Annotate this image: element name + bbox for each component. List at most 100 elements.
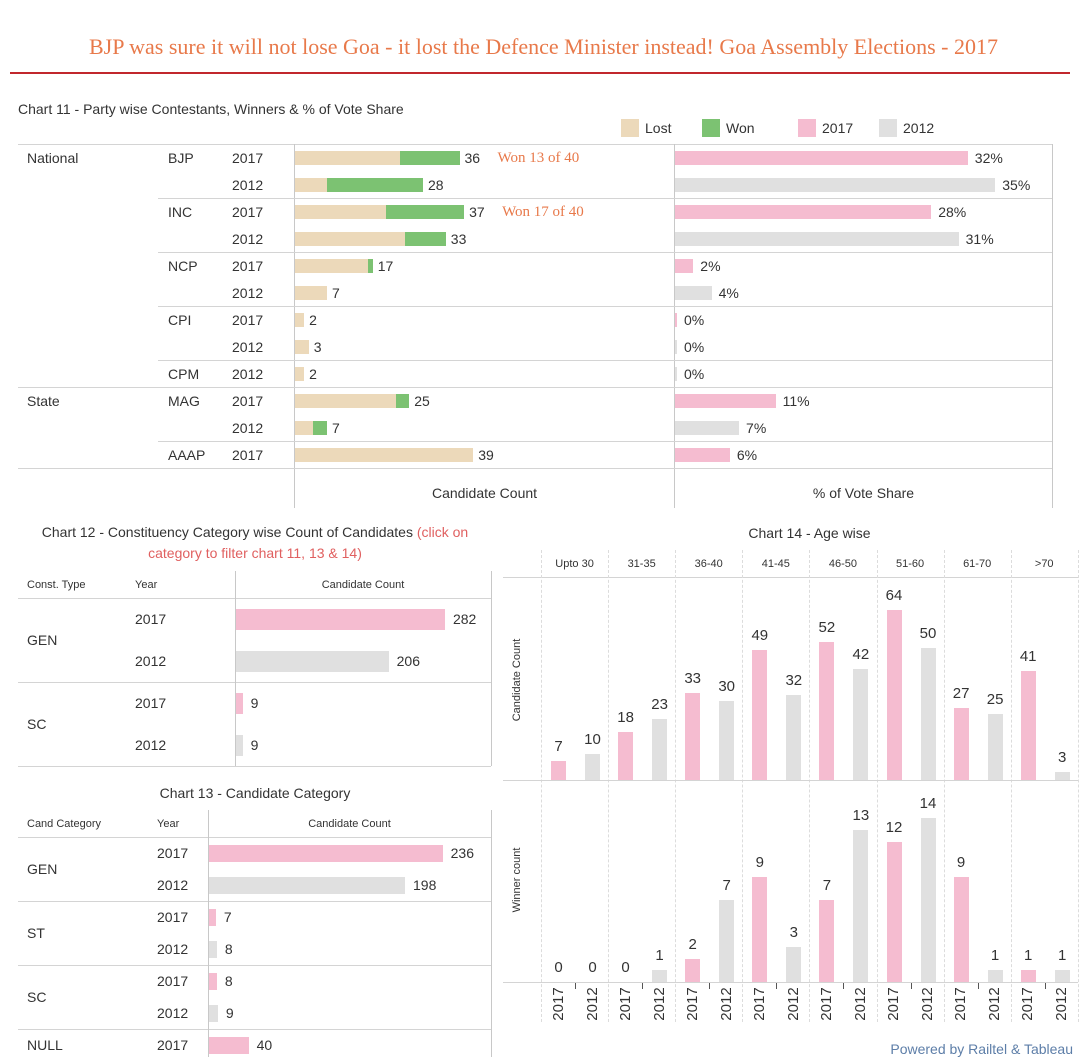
- bar-2012[interactable]: [652, 970, 668, 982]
- category-label[interactable]: SC: [27, 989, 47, 1005]
- vote-share-bar[interactable]: [675, 393, 776, 408]
- bar-2017[interactable]: [551, 761, 566, 780]
- vote-share-bar[interactable]: [675, 258, 694, 273]
- age-group-header[interactable]: Upto 30: [555, 558, 594, 570]
- vote-share-bar[interactable]: [675, 312, 677, 327]
- bar-2012[interactable]: [719, 900, 735, 982]
- bar-2017[interactable]: [886, 610, 902, 780]
- bar-2017[interactable]: [618, 732, 634, 780]
- bar-2012[interactable]: [1054, 772, 1070, 780]
- bar-2017[interactable]: [819, 900, 835, 982]
- bar-2017[interactable]: [752, 876, 768, 982]
- won-bar[interactable]: [326, 177, 423, 192]
- won-bar[interactable]: [368, 258, 373, 273]
- candidate-count-bar[interactable]: [209, 972, 217, 990]
- category-label[interactable]: GEN: [27, 632, 58, 648]
- value-label: 27: [952, 685, 970, 703]
- bar-2017[interactable]: [953, 876, 969, 982]
- won-bar[interactable]: [386, 204, 465, 219]
- bar-2012[interactable]: [719, 700, 735, 780]
- age-group-header[interactable]: 46-50: [828, 558, 857, 570]
- lost-bar[interactable]: [295, 447, 474, 462]
- candidate-count-bar[interactable]: [209, 844, 443, 862]
- category-label[interactable]: NULL: [27, 1037, 63, 1053]
- bar-2012[interactable]: [1054, 970, 1070, 982]
- lost-bar[interactable]: [295, 366, 305, 381]
- bar-2017[interactable]: [1020, 970, 1036, 982]
- bar-2012[interactable]: [987, 970, 1003, 982]
- lost-bar[interactable]: [295, 339, 309, 354]
- candidate-count-bar[interactable]: [236, 608, 445, 630]
- lost-bar[interactable]: [295, 312, 305, 327]
- bar-2017[interactable]: [819, 642, 835, 780]
- bar-2012[interactable]: [920, 818, 936, 982]
- bar-2012[interactable]: [786, 695, 802, 780]
- lost-bar[interactable]: [295, 285, 327, 300]
- legend-label-2012[interactable]: 2012: [903, 120, 935, 136]
- legend-label-2017[interactable]: 2017: [822, 120, 854, 136]
- candidate-count-label: 206: [396, 653, 420, 669]
- age-group-header[interactable]: 36-40: [694, 558, 723, 570]
- vote-share-bar[interactable]: [675, 285, 712, 300]
- legend-swatch-lost: [621, 119, 639, 137]
- age-group-header[interactable]: 41-45: [761, 558, 790, 570]
- candidate-count-bar[interactable]: [209, 940, 217, 958]
- category-label[interactable]: SC: [27, 716, 47, 732]
- lost-bar[interactable]: [295, 177, 327, 192]
- bar-2017[interactable]: [886, 841, 902, 982]
- lost-bar[interactable]: [295, 150, 401, 165]
- header-separator: [18, 598, 491, 599]
- lost-bar[interactable]: [295, 204, 387, 219]
- lost-bar[interactable]: [295, 258, 369, 273]
- candidate-count-bar[interactable]: [236, 734, 243, 756]
- bar-2012[interactable]: [652, 719, 668, 780]
- vote-share-bar[interactable]: [675, 150, 968, 165]
- age-group-header[interactable]: 51-60: [895, 558, 925, 570]
- lost-bar[interactable]: [295, 231, 405, 246]
- vote-share-bar[interactable]: [675, 177, 996, 192]
- legend-label-lost[interactable]: Lost: [645, 120, 672, 136]
- lost-bar[interactable]: [295, 420, 314, 435]
- bar-2012[interactable]: [920, 647, 936, 780]
- bar-2012[interactable]: [853, 668, 869, 780]
- candidate-count-bar[interactable]: [209, 908, 216, 926]
- vote-share-bar[interactable]: [675, 420, 740, 435]
- candidate-count-bar[interactable]: [236, 692, 243, 714]
- won-bar[interactable]: [313, 420, 327, 435]
- won-bar[interactable]: [395, 393, 410, 408]
- bar-2017[interactable]: [752, 650, 768, 780]
- bar-2017[interactable]: [685, 958, 701, 982]
- vote-share-bar[interactable]: [675, 366, 677, 381]
- x-axis-year-label: 2012: [1053, 987, 1071, 1021]
- bar-2012[interactable]: [786, 946, 802, 982]
- powered-by-label[interactable]: Powered by Railtel & Tableau: [890, 1041, 1073, 1057]
- vote-share-bar[interactable]: [675, 447, 730, 462]
- bar-2017[interactable]: [685, 692, 701, 780]
- column-divider: [208, 810, 209, 1057]
- lost-bar[interactable]: [295, 393, 396, 408]
- candidate-count-bar[interactable]: [209, 1036, 249, 1054]
- candidate-count-bar[interactable]: [209, 1004, 218, 1022]
- age-group-header[interactable]: 31-35: [627, 558, 656, 570]
- vote-share-bar[interactable]: [675, 339, 677, 354]
- column-divider: [809, 550, 811, 1022]
- bar-2012[interactable]: [585, 753, 600, 780]
- bar-2017[interactable]: [953, 708, 969, 780]
- age-group-header[interactable]: 61-70: [963, 558, 992, 570]
- won-bar[interactable]: [404, 231, 446, 246]
- filter-note-continued[interactable]: category to filter chart 11, 13 & 14): [148, 545, 362, 561]
- candidate-count-bar[interactable]: [209, 876, 406, 894]
- category-label[interactable]: ST: [27, 925, 45, 941]
- candidate-count-bar[interactable]: [236, 650, 389, 672]
- category-label[interactable]: GEN: [27, 861, 58, 877]
- vote-share-bar[interactable]: [675, 231, 959, 246]
- party-label: NCP: [168, 257, 198, 274]
- filter-note[interactable]: (click on: [416, 524, 469, 540]
- bar-2012[interactable]: [987, 713, 1003, 780]
- legend-label-won[interactable]: Won: [726, 120, 755, 136]
- bar-2012[interactable]: [853, 829, 869, 982]
- won-bar[interactable]: [400, 150, 460, 165]
- vote-share-bar[interactable]: [675, 204, 932, 219]
- bar-2017[interactable]: [1020, 671, 1036, 780]
- age-group-header[interactable]: >70: [1034, 558, 1054, 570]
